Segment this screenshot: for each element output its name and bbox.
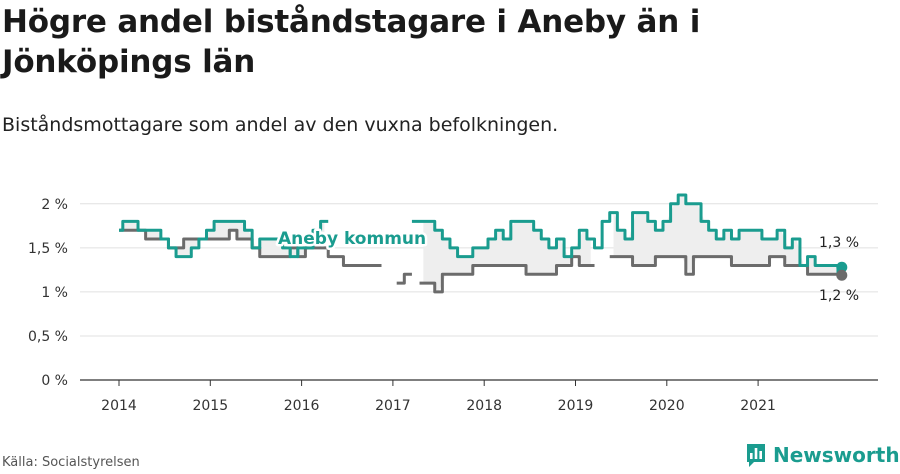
series-endpoint-aneby [836,261,848,273]
brand-name: Newsworthy [773,443,900,467]
y-tick-label: 1 % [41,285,68,301]
end-value-label-lan: 1,2 % [819,288,859,304]
y-tick-label: 0,5 % [28,329,68,345]
y-tick-label: 0 % [41,373,68,389]
x-tick-label: 2018 [466,398,502,414]
source-note: Källa: Socialstyrelsen [2,455,140,470]
difference-band [119,195,842,292]
series-label-halo: Aneby kommun [278,229,426,249]
x-tick-label: 2016 [284,398,320,414]
brand-logo[interactable]: Newsworthy [745,441,900,469]
y-tick-label: 1,5 % [28,241,68,257]
series-label-aneby: Aneby kommun [278,229,426,249]
y-tick-label: 2 % [41,197,68,213]
x-tick-label: 2014 [101,398,137,414]
grid-layer: 0 % 0,5 % 1 % 1,5 % 2 % [28,197,878,389]
x-tick-label: 2019 [558,398,594,414]
x-tick-label: 2015 [192,398,228,414]
series-endpoint-lan [836,269,848,281]
end-value-label-aneby: 1,3 % [819,235,859,251]
x-tick-label: 2017 [375,398,411,414]
x-tick-label: 2020 [649,398,685,414]
page-subtitle: Biståndsmottagare som andel av den vuxna… [2,114,559,136]
bar-chart-logo-icon [747,444,765,467]
x-tick-label: 2021 [740,398,776,414]
series-lines [119,193,848,294]
x-axis: 2014 2015 2016 2017 2018 2019 2020 2021 [80,379,878,414]
page-title: Högre andel biståndstagare i Aneby än i … [2,4,701,80]
series-line-aneby [119,193,846,276]
